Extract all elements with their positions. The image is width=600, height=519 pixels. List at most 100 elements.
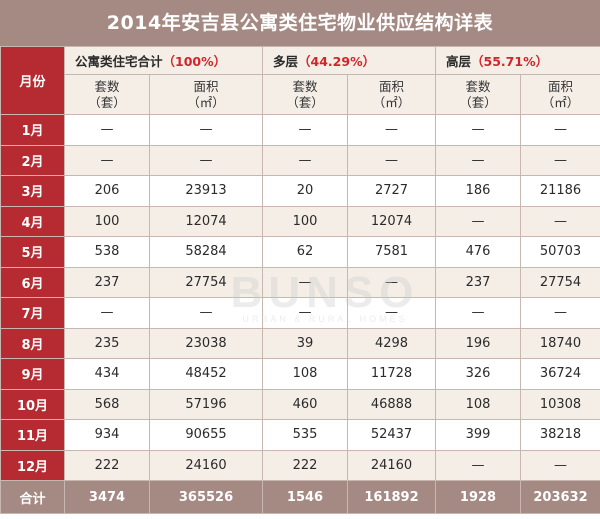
count-cell: — bbox=[435, 297, 522, 329]
col-header-area: 面积 （㎡） bbox=[347, 74, 437, 115]
total-area-cell: 161892 bbox=[347, 480, 437, 514]
area-cell: 21186 bbox=[520, 175, 600, 207]
count-cell: 62 bbox=[262, 236, 349, 268]
area-cell: 48452 bbox=[148, 358, 264, 390]
area-cell: 36724 bbox=[520, 358, 600, 390]
count-cell: 235 bbox=[64, 327, 150, 359]
count-cell: — bbox=[64, 114, 150, 146]
month-cell: 1月 bbox=[0, 114, 65, 146]
area-cell: 11728 bbox=[347, 358, 437, 390]
table-row: 1月 — — — — — — bbox=[0, 114, 600, 146]
area-cell: — bbox=[347, 266, 437, 298]
area-cell: — bbox=[347, 114, 437, 146]
count-cell: — bbox=[262, 144, 349, 176]
count-cell: 934 bbox=[64, 419, 150, 451]
month-cell: 11月 bbox=[0, 419, 65, 451]
month-cell: 3月 bbox=[0, 175, 65, 207]
table-row: 3月 206 23913 20 2727 186 21186 bbox=[0, 175, 600, 207]
table-row: 10月 568 57196 460 46888 108 10308 bbox=[0, 388, 600, 420]
total-label: 合计 bbox=[0, 480, 65, 514]
count-cell: 39 bbox=[262, 327, 349, 359]
month-cell: 10月 bbox=[0, 388, 65, 420]
count-cell: 535 bbox=[262, 419, 349, 451]
col-header-count: 套数 （套） bbox=[435, 74, 522, 115]
area-cell: 10308 bbox=[520, 388, 600, 420]
table-row: 6月 237 27754— —237 27754 bbox=[0, 266, 600, 298]
area-cell: — bbox=[520, 144, 600, 176]
month-cell: 9月 bbox=[0, 358, 65, 390]
area-cell: 12074 bbox=[347, 205, 437, 237]
count-cell: 538 bbox=[64, 236, 150, 268]
area-cell: 27754 bbox=[520, 266, 600, 298]
count-cell: — bbox=[262, 266, 349, 298]
area-cell: 90655 bbox=[148, 419, 264, 451]
group-header-total: 公寓类住宅合计（100%） bbox=[63, 46, 264, 75]
total-row: 合计 3474 365526 1546 161892 1928 203632 bbox=[0, 480, 600, 514]
count-cell: 476 bbox=[435, 236, 522, 268]
table-row: 2月 — — — — — — bbox=[0, 144, 600, 176]
area-cell: — bbox=[148, 114, 264, 146]
count-cell: — bbox=[435, 114, 522, 146]
total-area-cell: 203632 bbox=[520, 480, 600, 514]
area-cell: 2727 bbox=[347, 175, 437, 207]
area-cell: 24160 bbox=[148, 449, 264, 481]
count-cell: — bbox=[435, 449, 522, 481]
count-cell: 206 bbox=[64, 175, 150, 207]
count-cell: 568 bbox=[64, 388, 150, 420]
count-cell: 108 bbox=[262, 358, 349, 390]
count-cell: 237 bbox=[435, 266, 522, 298]
month-cell: 2月 bbox=[0, 144, 65, 176]
col-header-count: 套数 （套） bbox=[64, 74, 150, 115]
total-count-cell: 3474 bbox=[64, 480, 150, 514]
area-cell: 18740 bbox=[520, 327, 600, 359]
table-title: 2014年安吉县公寓类住宅物业供应结构详表 bbox=[0, 0, 600, 46]
table-row: 12月 222 24160 222 24160— — bbox=[0, 449, 600, 481]
area-cell: 58284 bbox=[148, 236, 264, 268]
total-count-cell: 1928 bbox=[435, 480, 522, 514]
area-cell: 4298 bbox=[347, 327, 437, 359]
count-cell: 196 bbox=[435, 327, 522, 359]
count-cell: 186 bbox=[435, 175, 522, 207]
count-cell: 108 bbox=[435, 388, 522, 420]
count-cell: — bbox=[262, 297, 349, 329]
month-cell: 4月 bbox=[0, 205, 65, 237]
col-header-count: 套数 （套） bbox=[262, 74, 349, 115]
supply-table: 月份 公寓类住宅合计（100%） 多层（44.29%） 高层（55.71%） 套… bbox=[0, 46, 600, 514]
col-header-area: 面积 （㎡） bbox=[520, 74, 600, 115]
col-header-area: 面积 （㎡） bbox=[148, 74, 264, 115]
table-row: 5月 538 58284 62 7581 476 50703 bbox=[0, 236, 600, 268]
area-cell: 57196 bbox=[148, 388, 264, 420]
month-header: 月份 bbox=[0, 46, 65, 115]
area-cell: 46888 bbox=[347, 388, 437, 420]
area-cell: 38218 bbox=[520, 419, 600, 451]
month-cell: 5月 bbox=[0, 236, 65, 268]
area-cell: 27754 bbox=[148, 266, 264, 298]
table-row: 11月 934 90655 535 52437 399 38218 bbox=[0, 419, 600, 451]
area-cell: 52437 bbox=[347, 419, 437, 451]
count-cell: — bbox=[262, 114, 349, 146]
count-cell: — bbox=[435, 205, 522, 237]
group-header-highrise: 高层（55.71%） bbox=[435, 46, 600, 75]
month-cell: 7月 bbox=[0, 297, 65, 329]
total-count-cell: 1546 bbox=[262, 480, 349, 514]
count-cell: 399 bbox=[435, 419, 522, 451]
area-cell: — bbox=[347, 144, 437, 176]
count-cell: — bbox=[64, 144, 150, 176]
count-cell: 434 bbox=[64, 358, 150, 390]
area-cell: 23913 bbox=[148, 175, 264, 207]
area-cell: — bbox=[520, 114, 600, 146]
area-cell: — bbox=[148, 144, 264, 176]
count-cell: — bbox=[435, 144, 522, 176]
count-cell: 100 bbox=[64, 205, 150, 237]
month-cell: 12月 bbox=[0, 449, 65, 481]
count-cell: 460 bbox=[262, 388, 349, 420]
month-cell: 6月 bbox=[0, 266, 65, 298]
group-header-multistory: 多层（44.29%） bbox=[262, 46, 437, 75]
area-cell: — bbox=[520, 449, 600, 481]
total-area-cell: 365526 bbox=[148, 480, 264, 514]
area-cell: — bbox=[347, 297, 437, 329]
count-cell: — bbox=[64, 297, 150, 329]
area-cell: — bbox=[148, 297, 264, 329]
area-cell: 50703 bbox=[520, 236, 600, 268]
count-cell: 326 bbox=[435, 358, 522, 390]
